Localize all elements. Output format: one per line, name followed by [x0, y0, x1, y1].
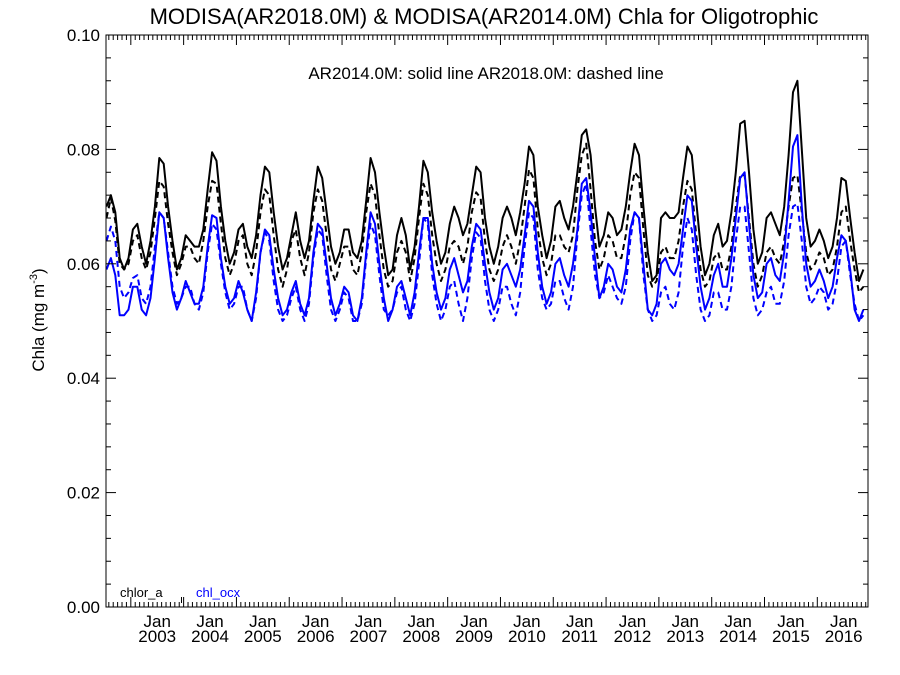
x-tick-label-year: 2004: [191, 627, 229, 646]
x-tick-label-month: Jan: [672, 612, 699, 631]
x-tick-label-month: Jan: [724, 612, 751, 631]
chart-title: MODISA(AR2018.0M) & MODISA(AR2014.0M) Ch…: [150, 4, 819, 29]
x-tick-label-year: 2010: [508, 627, 546, 646]
series-line-chlor-a-ar2018-0m: [105, 142, 865, 294]
y-axis-label: Chla (mg m-3): [28, 268, 48, 371]
x-tick-label-month: Jan: [830, 612, 857, 631]
y-tick-label: 0.06: [67, 255, 100, 274]
axes-layer: 0.000.020.040.060.080.10Jan2003Jan2004Ja…: [67, 26, 869, 646]
legend: chlor_a chl_ocx: [120, 585, 241, 603]
line-style-annotation: AR2014.0M: solid line AR2018.0M: dashed …: [308, 64, 663, 83]
x-tick-label-month: Jan: [777, 612, 804, 631]
y-tick-label: 0.02: [67, 484, 100, 503]
x-tick-label-year: 2006: [297, 627, 335, 646]
x-tick-label-year: 2014: [719, 627, 757, 646]
x-tick-label-year: 2008: [402, 627, 440, 646]
y-tick-label: 0.04: [67, 369, 100, 388]
plot-frame: [105, 34, 869, 608]
x-tick-label-month: Jan: [566, 612, 593, 631]
y-axis-label-close: ): [29, 268, 48, 274]
x-tick-label-year: 2007: [350, 627, 388, 646]
x-tick-label-month: Jan: [196, 612, 223, 631]
y-axis-label-main: Chla (mg m: [29, 284, 48, 372]
series-layer: [105, 79, 865, 322]
x-tick-label-year: 2005: [244, 627, 282, 646]
x-tick-label-month: Jan: [460, 612, 487, 631]
series-line-chl-ocx: [105, 134, 865, 322]
x-tick-label-month: Jan: [302, 612, 329, 631]
x-tick-label-year: 2013: [666, 627, 704, 646]
x-tick-label-year: 2016: [825, 627, 863, 646]
x-tick-label-year: 2003: [138, 627, 176, 646]
x-tick-label-year: 2012: [614, 627, 652, 646]
x-tick-label-month: Jan: [144, 612, 171, 631]
x-tick-label-year: 2015: [772, 627, 810, 646]
x-tick-label-month: Jan: [249, 612, 276, 631]
y-axis-label-superscript: -3: [28, 274, 40, 284]
x-tick-label-month: Jan: [408, 612, 435, 631]
y-tick-label: 0.00: [67, 598, 100, 617]
x-tick-label-year: 2009: [455, 627, 493, 646]
x-tick-label-month: Jan: [513, 612, 540, 631]
legend-chlor-a: chlor_a: [120, 585, 163, 600]
series-line-chl-ocx-ar2018-0m: [105, 182, 865, 322]
series-line-chlor-a: [105, 79, 865, 282]
x-tick-label-month: Jan: [619, 612, 646, 631]
x-tick-label-year: 2011: [561, 627, 598, 646]
legend-chl-ocx: chl_ocx: [196, 585, 241, 600]
x-tick-label-month: Jan: [355, 612, 382, 631]
legend-separator: [181, 597, 182, 603]
y-tick-label: 0.08: [67, 140, 100, 159]
y-tick-label: 0.10: [67, 26, 100, 45]
